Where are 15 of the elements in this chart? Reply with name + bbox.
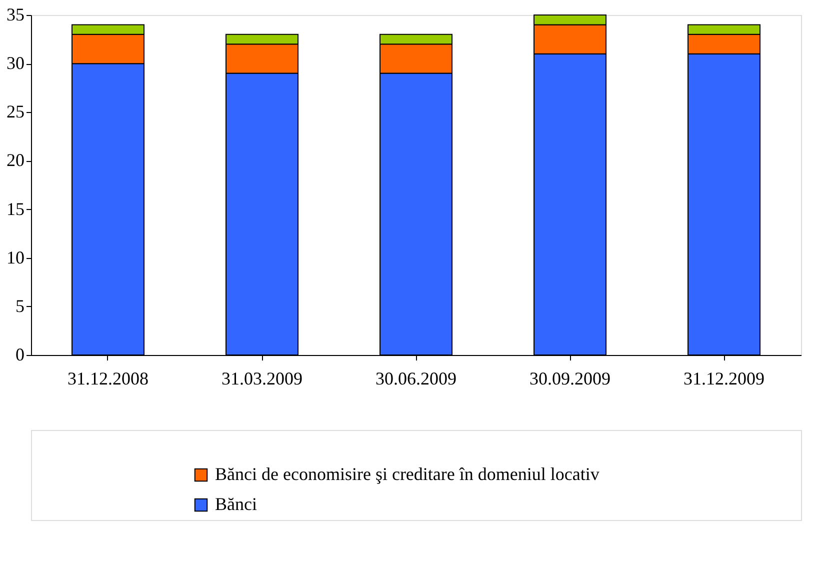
y-tick-label: 30 (6, 53, 24, 74)
x-tick-label: 31.12.2009 (684, 368, 764, 388)
y-tick-label: 15 (6, 198, 24, 219)
x-tick-label: 30.06.2009 (376, 368, 456, 388)
y-tick-label: 25 (6, 102, 24, 122)
y-tick-label: 10 (6, 247, 24, 268)
legend-label: Bănci de economisire şi creditare în domeniul locativ (215, 464, 600, 484)
x-tick-label: 31.12.2008 (68, 368, 148, 388)
y-tick-label: 0 (16, 344, 24, 364)
x-tick-label: 30.09.2009 (530, 368, 610, 388)
y-tick-label: 20 (6, 150, 24, 170)
legend-label: Bănci (215, 494, 257, 514)
x-tick-label: 31.03.2009 (222, 368, 302, 388)
y-tick-label: 35 (6, 4, 24, 24)
y-tick-label: 5 (16, 296, 24, 316)
